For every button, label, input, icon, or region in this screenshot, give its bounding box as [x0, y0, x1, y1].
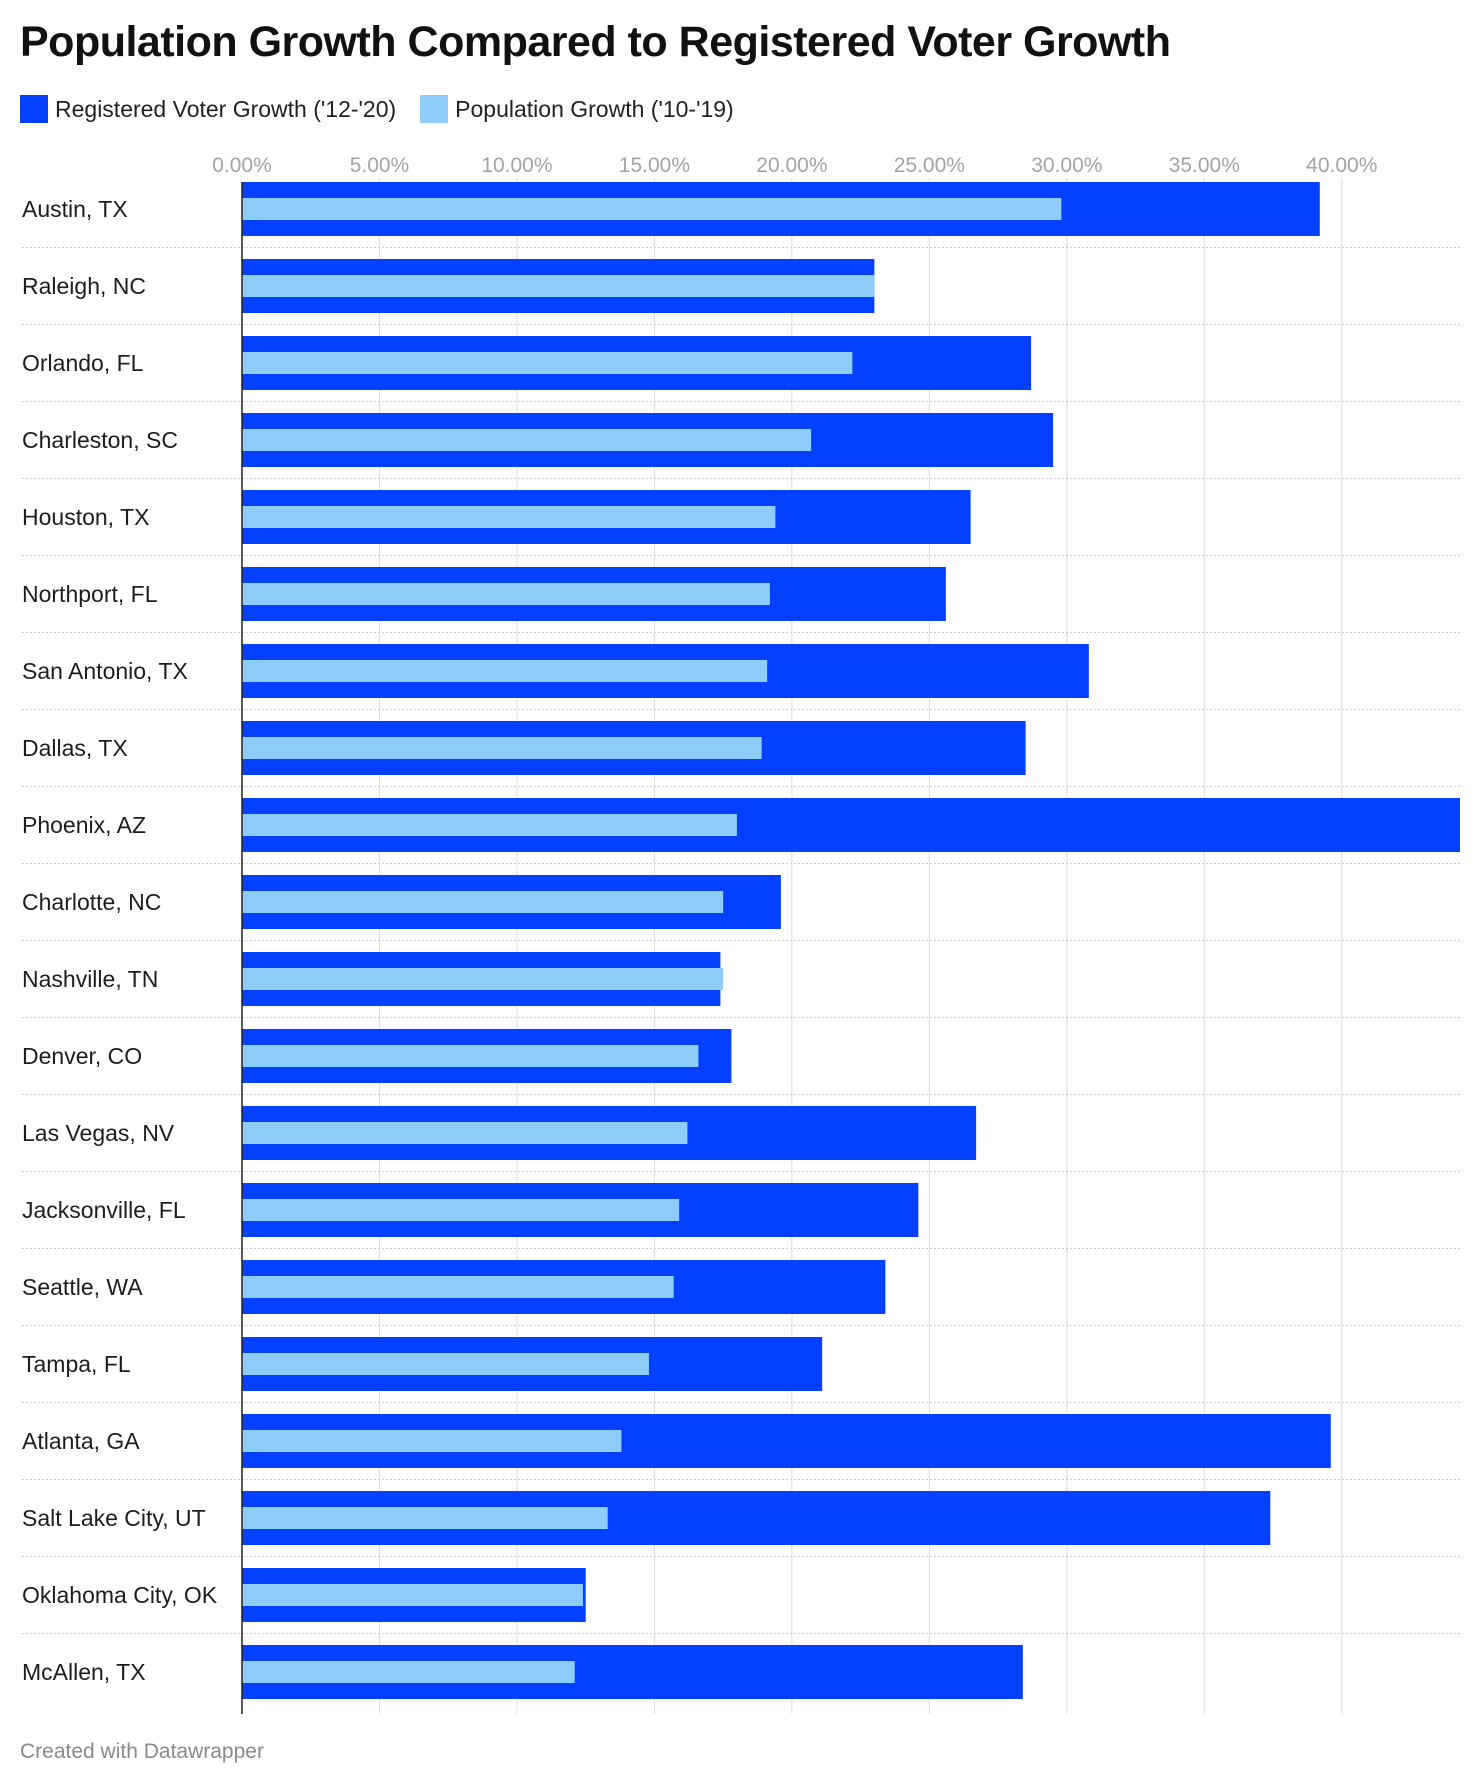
legend-swatch-population-growth	[420, 95, 449, 123]
bar-population-growth	[242, 814, 737, 836]
bar-population-growth	[242, 1661, 575, 1683]
category-label: Austin, TX	[22, 196, 128, 222]
legend-item-voter-growth[interactable]: Registered Voter Growth ('12-'20)	[20, 95, 396, 123]
bar-population-growth	[242, 891, 724, 913]
bar-population-growth	[242, 1276, 674, 1298]
category-label: Dallas, TX	[22, 735, 128, 761]
category-label: Houston, TX	[22, 504, 149, 530]
category-label: Raleigh, NC	[22, 273, 146, 299]
bar-population-growth	[242, 968, 724, 990]
legend-label-voter-growth: Registered Voter Growth ('12-'20)	[55, 95, 397, 122]
category-label: Phoenix, AZ	[22, 812, 146, 838]
chart-title: Population Growth Compared to Registered…	[20, 18, 1171, 66]
bar-population-growth	[242, 275, 875, 297]
x-tick-label: 5.00%	[350, 154, 410, 177]
bar-population-growth	[242, 352, 853, 374]
credit-footer: Created with Datawrapper	[20, 1740, 264, 1763]
category-label: Oklahoma City, OK	[22, 1582, 218, 1608]
category-label: Jacksonville, FL	[22, 1197, 186, 1223]
category-label: Salt Lake City, UT	[22, 1505, 206, 1531]
category-label: Denver, CO	[22, 1043, 142, 1069]
category-label: Northport, FL	[22, 581, 158, 607]
bar-population-growth	[242, 1045, 699, 1067]
category-label: Las Vegas, NV	[22, 1120, 175, 1146]
x-tick-label: 15.00%	[619, 154, 690, 177]
category-label: Orlando, FL	[22, 350, 144, 376]
bar-population-growth	[242, 1430, 622, 1452]
x-tick-label: 40.00%	[1306, 154, 1377, 177]
bar-population-growth	[242, 1584, 583, 1606]
bar-population-growth	[242, 506, 776, 528]
x-tick-label: 0.00%	[212, 154, 272, 177]
category-label: Charlotte, NC	[22, 889, 161, 915]
bar-population-growth	[242, 429, 812, 451]
x-tick-label: 35.00%	[1169, 154, 1240, 177]
legend-swatch-voter-growth	[20, 95, 48, 123]
x-tick-label: 25.00%	[894, 154, 965, 177]
legend-label-population-growth: Population Growth ('10-'19)	[455, 95, 734, 122]
legend-item-population-growth[interactable]: Population Growth ('10-'19)	[420, 95, 734, 123]
bar-population-growth	[242, 660, 768, 682]
category-label: San Antonio, TX	[22, 658, 188, 684]
x-tick-label: 20.00%	[756, 154, 827, 177]
x-tick-label: 10.00%	[481, 154, 552, 177]
bar-population-growth	[242, 1353, 649, 1375]
category-label: Seattle, WA	[22, 1274, 143, 1300]
category-label: Atlanta, GA	[22, 1428, 140, 1454]
bar-population-growth	[242, 1507, 608, 1529]
bar-population-growth	[242, 1122, 688, 1144]
category-label: Tampa, FL	[22, 1351, 131, 1377]
legend: Registered Voter Growth ('12-'20) Popula…	[20, 94, 758, 124]
bar-population-growth	[242, 1199, 680, 1221]
category-label: Charleston, SC	[22, 427, 178, 453]
x-tick-label: 30.00%	[1031, 154, 1102, 177]
bar-population-growth	[242, 198, 1062, 220]
bar-population-growth	[242, 583, 770, 605]
category-label: Nashville, TN	[22, 966, 158, 992]
category-label: McAllen, TX	[22, 1659, 146, 1685]
bar-population-growth	[242, 737, 762, 759]
